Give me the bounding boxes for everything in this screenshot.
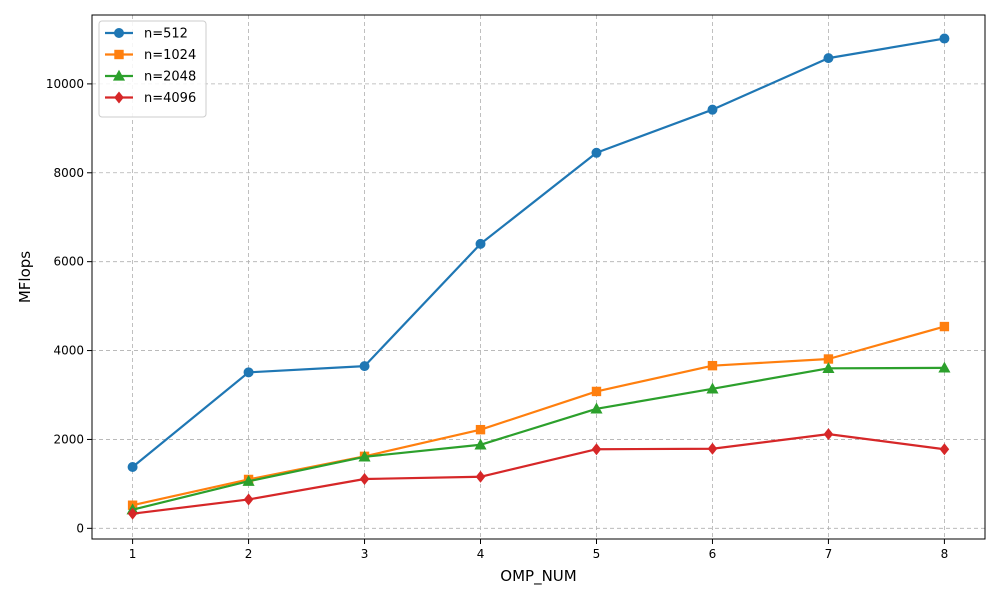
- x-tick-label: 6: [709, 547, 717, 561]
- data-point: [822, 362, 835, 373]
- legend-label: n=512: [144, 27, 188, 42]
- y-axis-label: MFlops: [16, 251, 34, 303]
- legend-marker: [114, 49, 124, 60]
- legend-marker: [112, 69, 126, 81]
- data-point: [475, 470, 486, 483]
- data-point: [823, 428, 834, 441]
- data-point: [939, 321, 950, 332]
- data-point: [706, 382, 719, 394]
- y-tick-label: 2000: [53, 432, 84, 446]
- data-point: [938, 361, 951, 373]
- series-layer: [126, 33, 951, 520]
- x-tick-label: 8: [941, 547, 949, 561]
- data-point: [823, 354, 834, 364]
- y-tick-label: 4000: [53, 344, 84, 358]
- data-point: [358, 450, 371, 462]
- data-point: [243, 493, 254, 506]
- data-point: [939, 33, 950, 44]
- x-tick-label: 3: [361, 547, 369, 561]
- series-line: [132, 433, 945, 515]
- x-tick-label: 2: [245, 547, 253, 561]
- legend-item: n=2048: [105, 70, 196, 85]
- legend-item: n=4096: [105, 91, 196, 106]
- legend-label: n=4096: [144, 91, 196, 106]
- legend-label: n=2048: [144, 70, 196, 85]
- data-point: [243, 367, 254, 378]
- x-tick-label: 5: [593, 547, 601, 561]
- data-point: [591, 443, 602, 456]
- data-point: [707, 442, 718, 455]
- data-point: [939, 443, 950, 456]
- data-point: [127, 462, 138, 472]
- legend-marker: [114, 28, 124, 38]
- data-point: [590, 402, 603, 414]
- series-line: [132, 366, 945, 511]
- axis-ticks: 1 2 3 4 5 6 7 8 0 2000 4000 6000 8000 10000: [46, 77, 948, 561]
- data-point: [127, 507, 138, 520]
- series-line: [131, 37, 945, 468]
- data-point: [591, 147, 602, 158]
- series-n=2048: [126, 361, 951, 515]
- legend-item: n=1024: [105, 48, 196, 63]
- y-tick-label: 8000: [53, 166, 84, 180]
- data-point: [359, 472, 370, 486]
- data-point: [591, 386, 602, 397]
- series-n=512: [127, 33, 950, 472]
- y-tick-label: 0: [76, 521, 84, 535]
- y-tick-label: 6000: [53, 255, 84, 269]
- series-n=4096: [127, 428, 950, 520]
- data-point: [242, 474, 255, 486]
- x-axis-label: OMP_NUM: [500, 567, 576, 586]
- series-line: [132, 325, 945, 507]
- data-point: [707, 360, 718, 371]
- x-tick-label: 4: [477, 547, 485, 561]
- y-tick-label: 10000: [46, 77, 84, 91]
- x-tick-label: 1: [129, 547, 137, 561]
- legend-box: [98, 20, 207, 118]
- legend: n=512 n=1024 n=2048 n=4096: [98, 20, 207, 118]
- data-point: [475, 424, 486, 435]
- data-point: [707, 104, 718, 115]
- plot-frame: [91, 14, 986, 540]
- legend-label: n=1024: [144, 48, 196, 63]
- data-point: [823, 53, 834, 64]
- legend-marker: [114, 91, 124, 104]
- data-point: [359, 361, 370, 372]
- data-point: [475, 238, 486, 249]
- grid: [92, 15, 985, 539]
- legend-item: n=512: [105, 27, 188, 42]
- data-point: [474, 438, 487, 450]
- x-tick-label: 7: [825, 547, 833, 561]
